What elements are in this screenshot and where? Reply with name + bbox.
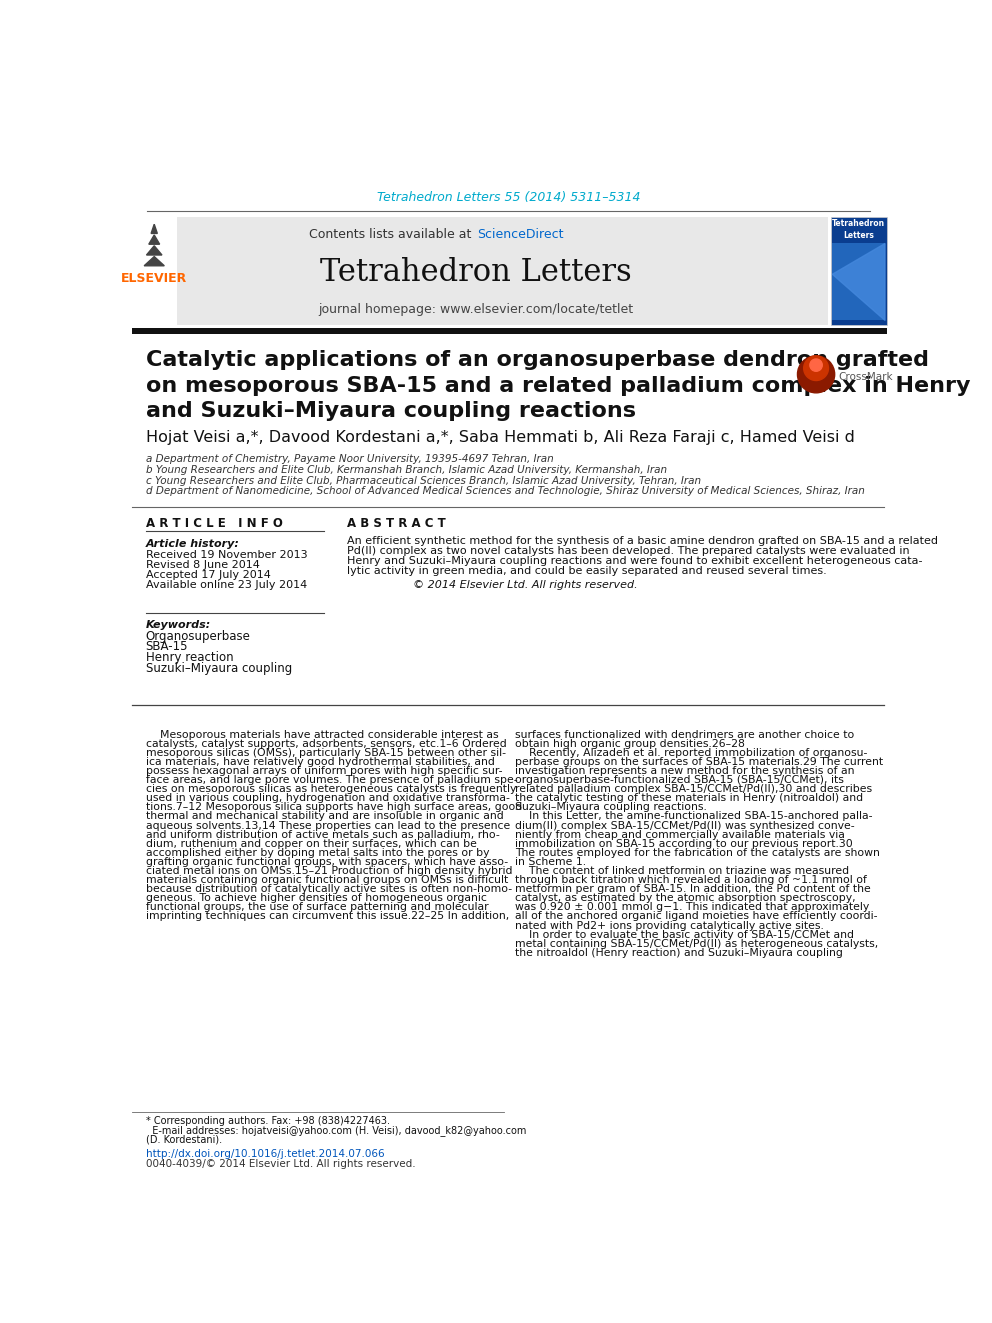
Text: used in various coupling, hydrogenation and oxidative transforma-: used in various coupling, hydrogenation …	[146, 794, 510, 803]
Text: In order to evaluate the basic activity of SBA-15/CCMet and: In order to evaluate the basic activity …	[516, 930, 854, 939]
Text: CrossMark: CrossMark	[838, 372, 893, 381]
Text: In this Letter, the amine-functionalized SBA-15-anchored palla-: In this Letter, the amine-functionalized…	[516, 811, 873, 822]
Text: cies on mesoporous silicas as heterogeneous catalysts is frequently: cies on mesoporous silicas as heterogene…	[146, 785, 516, 794]
Bar	[831, 217, 887, 325]
Text: Mesoporous materials have attracted considerable interest as: Mesoporous materials have attracted cons…	[146, 730, 498, 740]
Text: perbase groups on the surfaces of SBA-15 materials.29 The current: perbase groups on the surfaces of SBA-15…	[516, 757, 884, 767]
Text: catalyst, as estimated by the atomic absorption spectroscopy,: catalyst, as estimated by the atomic abs…	[516, 893, 856, 904]
Text: Received 19 November 2013: Received 19 November 2013	[146, 549, 308, 560]
Text: b Young Researchers and Elite Club, Kermanshah Branch, Islamic Azad University, : b Young Researchers and Elite Club, Kerm…	[146, 464, 667, 475]
Text: organosuperbase-functionalized SBA-15 (SBA-15/CCMet), its: organosuperbase-functionalized SBA-15 (S…	[516, 775, 844, 785]
Text: http://dx.doi.org/10.1016/j.tetlet.2014.07.066: http://dx.doi.org/10.1016/j.tetlet.2014.…	[146, 1148, 384, 1159]
Bar	[132, 328, 888, 333]
Text: Tetrahedron
Letters: Tetrahedron Letters	[832, 220, 885, 239]
Text: Catalytic applications of an organosuperbase dendron grafted: Catalytic applications of an organosuper…	[146, 351, 929, 370]
Text: Pd(II) complex as two novel catalysts has been developed. The prepared catalysts: Pd(II) complex as two novel catalysts ha…	[347, 545, 910, 556]
Text: SBA-15: SBA-15	[146, 640, 188, 654]
Text: c Young Researchers and Elite Club, Pharmaceutical Sciences Branch, Islamic Azad: c Young Researchers and Elite Club, Phar…	[146, 476, 700, 486]
Text: the nitroaldol (Henry reaction) and Suzuki–Miyaura coupling: the nitroaldol (Henry reaction) and Suzu…	[516, 947, 843, 958]
Text: catalysts, catalyst supports, adsorbents, sensors, etc.1–6 Ordered: catalysts, catalyst supports, adsorbents…	[146, 738, 507, 749]
Text: d Department of Nanomedicine, School of Advanced Medical Sciences and Technologi: d Department of Nanomedicine, School of …	[146, 487, 865, 496]
Polygon shape	[151, 224, 158, 233]
Text: Contents lists available at: Contents lists available at	[310, 228, 476, 241]
Text: Hojat Veisi a,*, Davood Kordestani a,*, Saba Hemmati b, Ali Reza Faraji c, Hamed: Hojat Veisi a,*, Davood Kordestani a,*, …	[146, 430, 854, 445]
Text: A B S T R A C T: A B S T R A C T	[347, 517, 446, 531]
Text: Accepted 17 July 2014: Accepted 17 July 2014	[146, 570, 271, 579]
Text: aqueous solvents.13,14 These properties can lead to the presence: aqueous solvents.13,14 These properties …	[146, 820, 510, 831]
Polygon shape	[149, 235, 160, 245]
Text: metformin per gram of SBA-15. In addition, the Pd content of the: metformin per gram of SBA-15. In additio…	[516, 884, 871, 894]
Text: in Scheme 1.: in Scheme 1.	[516, 857, 586, 867]
Text: through back titration which revealed a loading of ~1.1 mmol of: through back titration which revealed a …	[516, 875, 867, 885]
Text: © 2014 Elsevier Ltd. All rights reserved.: © 2014 Elsevier Ltd. All rights reserved…	[414, 581, 638, 590]
Text: The content of linked metformin on triazine was measured: The content of linked metformin on triaz…	[516, 867, 849, 876]
Text: The routes employed for the fabrication of the catalysts are shown: The routes employed for the fabrication …	[516, 848, 880, 857]
Bar	[132, 217, 177, 325]
Polygon shape	[832, 243, 885, 320]
Text: was 0.920 ± 0.001 mmol g−1. This indicated that approximately: was 0.920 ± 0.001 mmol g−1. This indicat…	[516, 902, 870, 913]
Text: and Suzuki–Miyaura coupling reactions: and Suzuki–Miyaura coupling reactions	[146, 401, 636, 421]
Text: and uniform distribution of active metals such as palladium, rho-: and uniform distribution of active metal…	[146, 830, 499, 840]
Text: ica materials, have relatively good hydrothermal stabilities, and: ica materials, have relatively good hydr…	[146, 757, 495, 767]
Polygon shape	[147, 246, 162, 255]
Text: metal containing SBA-15/CCMet/Pd(II) as heterogeneous catalysts,: metal containing SBA-15/CCMet/Pd(II) as …	[516, 939, 879, 949]
Text: functional groups, the use of surface patterning and molecular: functional groups, the use of surface pa…	[146, 902, 488, 913]
Text: dium, ruthenium and copper on their surfaces, which can be: dium, ruthenium and copper on their surf…	[146, 839, 476, 849]
Text: Available online 23 July 2014: Available online 23 July 2014	[146, 579, 307, 590]
Text: materials containing organic functional groups on OMSs is difficult: materials containing organic functional …	[146, 875, 508, 885]
Text: Keywords:: Keywords:	[146, 620, 211, 630]
Bar	[177, 217, 827, 325]
Text: ScienceDirect: ScienceDirect	[477, 228, 563, 241]
Text: E-mail addresses: hojatveisi@yahoo.com (H. Veisi), davood_k82@yahoo.com: E-mail addresses: hojatveisi@yahoo.com (…	[146, 1125, 526, 1136]
Circle shape	[798, 356, 834, 393]
Text: lytic activity in green media, and could be easily separated and reused several : lytic activity in green media, and could…	[347, 566, 827, 576]
Text: investigation represents a new method for the synthesis of an: investigation represents a new method fo…	[516, 766, 855, 777]
Text: imprinting techniques can circumvent this issue.22–25 In addition,: imprinting techniques can circumvent thi…	[146, 912, 509, 921]
Text: Revised 8 June 2014: Revised 8 June 2014	[146, 560, 260, 569]
Text: on mesoporous SBA-15 and a related palladium complex in Henry: on mesoporous SBA-15 and a related palla…	[146, 376, 970, 396]
Text: niently from cheap and commercially available materials via: niently from cheap and commercially avai…	[516, 830, 845, 840]
Text: a Department of Chemistry, Payame Noor University, 19395-4697 Tehran, Iran: a Department of Chemistry, Payame Noor U…	[146, 454, 554, 464]
Text: A R T I C L E   I N F O: A R T I C L E I N F O	[146, 517, 283, 531]
Bar	[832, 243, 885, 320]
Text: immobilization on SBA-15 according to our previous report.30: immobilization on SBA-15 according to ou…	[516, 839, 853, 849]
Text: face areas, and large pore volumes. The presence of palladium spe-: face areas, and large pore volumes. The …	[146, 775, 517, 785]
Text: obtain high organic group densities.26–28: obtain high organic group densities.26–2…	[516, 738, 745, 749]
Text: related palladium complex SBA-15/CCMet/Pd(II),30 and describes: related palladium complex SBA-15/CCMet/P…	[516, 785, 873, 794]
Text: Tetrahedron Letters: Tetrahedron Letters	[320, 257, 632, 288]
Text: surfaces functionalized with dendrimers are another choice to: surfaces functionalized with dendrimers …	[516, 730, 855, 740]
Text: Organosuperbase: Organosuperbase	[146, 630, 251, 643]
Text: Tetrahedron Letters 55 (2014) 5311–5314: Tetrahedron Letters 55 (2014) 5311–5314	[377, 191, 640, 204]
Text: (D. Kordestani).: (D. Kordestani).	[146, 1135, 222, 1144]
Text: ciated metal ions on OMSs.15–21 Production of high density hybrid: ciated metal ions on OMSs.15–21 Producti…	[146, 867, 512, 876]
Text: * Corresponding authors. Fax: +98 (838)4227463.: * Corresponding authors. Fax: +98 (838)4…	[146, 1117, 390, 1126]
Text: dium(II) complex SBA-15/CCMet/Pd(II) was synthesized conve-: dium(II) complex SBA-15/CCMet/Pd(II) was…	[516, 820, 855, 831]
Text: Suzuki–Miyaura coupling: Suzuki–Miyaura coupling	[146, 662, 292, 675]
Text: because distribution of catalytically active sites is often non-homo-: because distribution of catalytically ac…	[146, 884, 512, 894]
Text: Recently, Alizadeh et al. reported immobilization of organosu-: Recently, Alizadeh et al. reported immob…	[516, 747, 868, 758]
Text: Henry and Suzuki–Miyaura coupling reactions and were found to exhibit excellent : Henry and Suzuki–Miyaura coupling reacti…	[347, 556, 923, 566]
Text: An efficient synthetic method for the synthesis of a basic amine dendron grafted: An efficient synthetic method for the sy…	[347, 536, 938, 545]
Text: tions.7–12 Mesoporous silica supports have high surface areas, good: tions.7–12 Mesoporous silica supports ha…	[146, 803, 522, 812]
Text: nated with Pd2+ ions providing catalytically active sites.: nated with Pd2+ ions providing catalytic…	[516, 921, 824, 930]
Text: ELSEVIER: ELSEVIER	[121, 271, 187, 284]
Text: possess hexagonal arrays of uniform pores with high specific sur-: possess hexagonal arrays of uniform pore…	[146, 766, 502, 777]
Text: accomplished either by doping metal salts into the pores or by: accomplished either by doping metal salt…	[146, 848, 489, 857]
Text: all of the anchored organic ligand moieties have efficiently coordi-: all of the anchored organic ligand moiet…	[516, 912, 878, 921]
Text: Suzuki–Miyaura coupling reactions.: Suzuki–Miyaura coupling reactions.	[516, 803, 707, 812]
Text: mesoporous silicas (OMSs), particularly SBA-15 between other sil-: mesoporous silicas (OMSs), particularly …	[146, 747, 506, 758]
Circle shape	[804, 356, 828, 381]
Text: Article history:: Article history:	[146, 538, 240, 549]
Text: geneous. To achieve higher densities of homogeneous organic: geneous. To achieve higher densities of …	[146, 893, 486, 904]
Text: grafting organic functional groups, with spacers, which have asso-: grafting organic functional groups, with…	[146, 857, 508, 867]
Text: Henry reaction: Henry reaction	[146, 651, 233, 664]
Text: 0040-4039/© 2014 Elsevier Ltd. All rights reserved.: 0040-4039/© 2014 Elsevier Ltd. All right…	[146, 1159, 416, 1170]
Text: thermal and mechanical stability and are insoluble in organic and: thermal and mechanical stability and are…	[146, 811, 504, 822]
Text: journal homepage: www.elsevier.com/locate/tetlet: journal homepage: www.elsevier.com/locat…	[318, 303, 634, 316]
Circle shape	[809, 359, 822, 372]
Polygon shape	[144, 257, 165, 266]
Text: the catalytic testing of these materials in Henry (nitroaldol) and: the catalytic testing of these materials…	[516, 794, 863, 803]
